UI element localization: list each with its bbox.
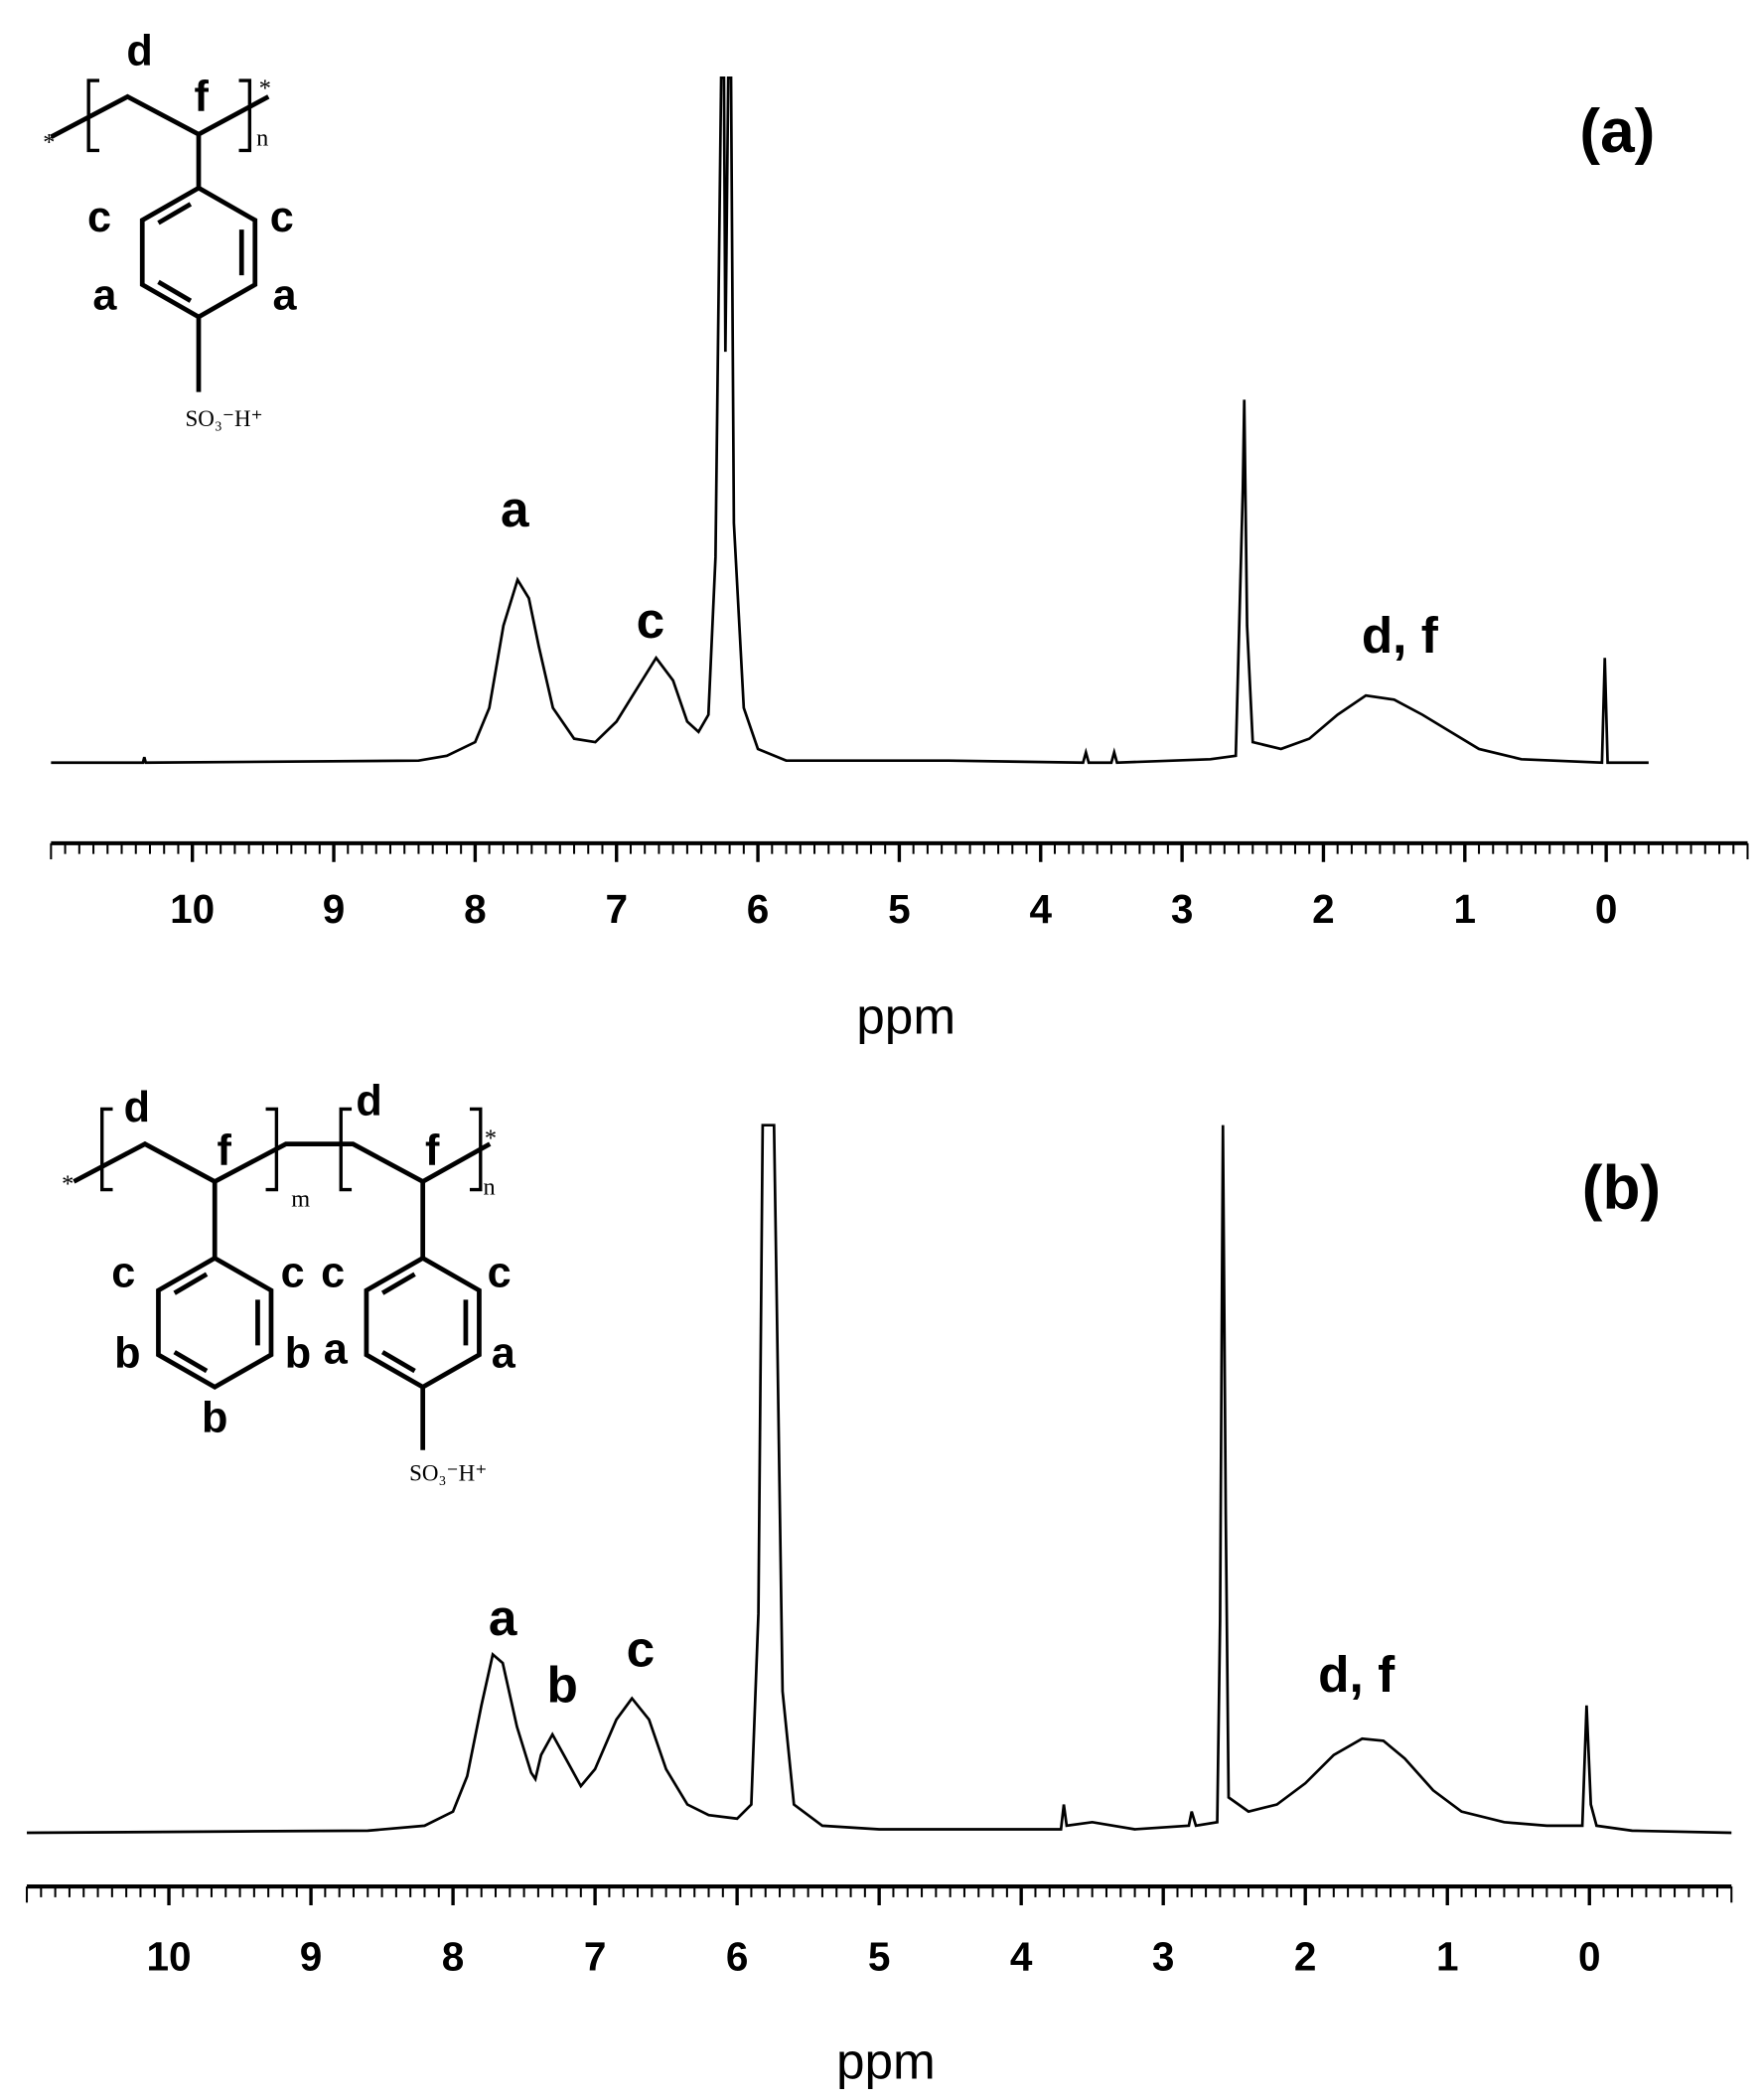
x-tick-label: 9 <box>323 886 346 932</box>
x-tick-label: 3 <box>1171 886 1194 932</box>
x-tick-label: 0 <box>1578 1933 1601 1979</box>
x-tick-label: 7 <box>605 886 628 932</box>
x-tick-label: 1 <box>1454 886 1477 932</box>
panel-title: (b) <box>1582 1154 1661 1223</box>
peak-label: b <box>547 1657 578 1714</box>
x-tick-label: 5 <box>868 1933 891 1979</box>
structure-label: c <box>321 1249 345 1296</box>
structure-label: * <box>62 1171 73 1198</box>
peak-label: c <box>637 592 665 649</box>
structure-label: * <box>485 1125 497 1152</box>
x-tick-label: 5 <box>888 886 911 932</box>
x-tick-label: 2 <box>1294 1933 1317 1979</box>
x-tick-label: 2 <box>1312 886 1335 932</box>
structure-label: * <box>43 129 55 156</box>
x-tick-label: 6 <box>747 886 770 932</box>
x-tick-label: 4 <box>1010 1933 1033 1979</box>
ring <box>158 1259 271 1388</box>
ring <box>367 1259 480 1388</box>
structure-label: b <box>285 1329 311 1377</box>
peak-label: d, f <box>1318 1646 1395 1703</box>
peak-label: d, f <box>1362 607 1439 664</box>
structure-label: c <box>270 194 294 241</box>
ring <box>142 188 255 317</box>
structure-b: * d f m d f n * c c b b b c c a a SO₃⁻H⁺ <box>62 1077 516 1485</box>
x-tick-label: 10 <box>170 886 215 932</box>
structure-label: d <box>356 1077 381 1125</box>
structure-label: c <box>111 1249 135 1296</box>
peak-label: c <box>627 1620 656 1677</box>
x-tick-label: 7 <box>584 1933 607 1979</box>
peak-label: a <box>489 1589 517 1646</box>
structure-label: f <box>195 73 210 120</box>
structure-label: m <box>291 1186 310 1213</box>
x-axis-label: ppm <box>836 2032 936 2089</box>
x-tick-label: 1 <box>1436 1933 1459 1979</box>
x-tick-label: 4 <box>1029 886 1052 932</box>
backbone <box>50 93 270 139</box>
x-axis-label: ppm <box>856 988 955 1045</box>
structure-label: c <box>87 194 111 241</box>
structure-label: d <box>126 27 152 75</box>
spectrum-line <box>27 1124 1732 1835</box>
bracket <box>100 1107 483 1192</box>
x-tick-label: 9 <box>300 1933 323 1979</box>
structure-label: n <box>483 1173 495 1200</box>
structure-label: a <box>324 1325 349 1373</box>
structure-label: SO₃⁻H⁺ <box>409 1460 487 1485</box>
structure-label: d <box>124 1084 150 1131</box>
spectrum-line <box>51 76 1649 765</box>
x-tick-label: 10 <box>147 1933 192 1979</box>
structure-label: b <box>202 1394 227 1441</box>
structure-label: SO₃⁻H⁺ <box>185 406 262 431</box>
x-tick-label: 3 <box>1152 1933 1175 1979</box>
structure-label: a <box>92 271 117 319</box>
peak-label: a <box>501 481 529 537</box>
x-tick-label: 0 <box>1595 886 1618 932</box>
x-tick-label: 8 <box>442 1933 465 1979</box>
structure-label: a <box>272 271 297 319</box>
panel-title: (a) <box>1579 97 1655 166</box>
structure-a: * d f n * c c a a SO₃⁻H⁺ <box>43 27 297 431</box>
structure-label: * <box>259 75 271 102</box>
structure-label: b <box>114 1329 140 1377</box>
structure-label: c <box>488 1249 512 1296</box>
structure-label: c <box>281 1249 305 1296</box>
structure-label: n <box>256 125 268 152</box>
x-tick-label: 6 <box>726 1933 749 1979</box>
bracket <box>86 78 252 153</box>
structure-label: f <box>425 1126 440 1174</box>
structure-label: f <box>217 1126 231 1174</box>
x-tick-label: 8 <box>464 886 487 932</box>
structure-label: a <box>492 1329 516 1377</box>
